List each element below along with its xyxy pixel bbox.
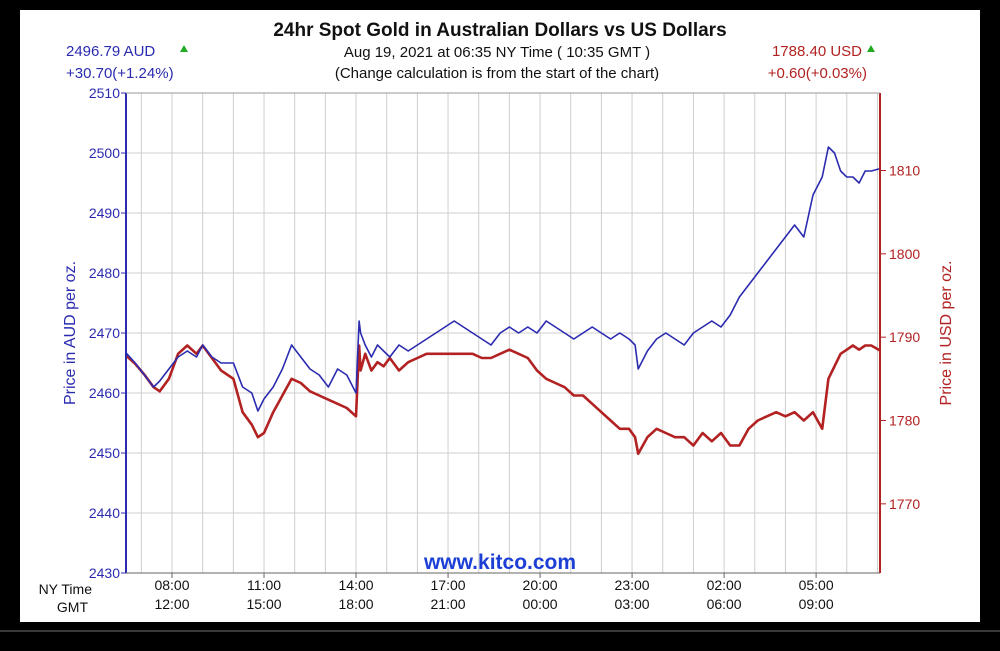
bottom-bar <box>0 622 1000 651</box>
x-tick-label-ny: 17:00 <box>431 577 466 593</box>
usd-series-line <box>125 344 881 456</box>
x-tick-label-gmt: 12:00 <box>154 596 189 612</box>
right-tick-label: 1770 <box>889 496 920 512</box>
bottom-divider <box>0 630 1000 632</box>
x-axis-ny-label: NY Time <box>39 581 93 597</box>
x-ticks: 08:00 12:00 11:00 15:00 14:00 18:00 17:00 21:00… <box>154 573 834 612</box>
x-tick-label-gmt: 03:00 <box>615 596 650 612</box>
x-tick-label-gmt: 18:00 <box>339 596 374 612</box>
y-axis-left-title: Price in AUD per oz. <box>62 261 79 405</box>
left-tick-label: 2440 <box>89 505 120 521</box>
aud-change: +30.70(+1.24%) <box>66 65 174 82</box>
right-tick-label: 1810 <box>889 163 920 179</box>
left-tick-label: 2450 <box>89 445 120 461</box>
watermark: www.kitco.com <box>423 551 576 574</box>
usd-up-arrow-icon <box>867 45 875 52</box>
left-tick-label: 2490 <box>89 205 120 221</box>
series-layer <box>125 146 881 456</box>
x-axis-gmt-label: GMT <box>57 599 89 615</box>
chart-subtitle-note: (Change calculation is from the start of… <box>335 65 659 82</box>
y-axis-right-title: Price in USD per oz. <box>938 261 955 406</box>
left-tick-label: 2430 <box>89 565 120 581</box>
x-tick-label-gmt: 06:00 <box>707 596 742 612</box>
x-tick-label-gmt: 15:00 <box>246 596 281 612</box>
right-tick-label: 1790 <box>889 329 920 345</box>
x-tick-label-ny: 02:00 <box>707 577 742 593</box>
x-tick-label-ny: 20:00 <box>523 577 558 593</box>
right-ticks: 1770 1780 1790 1800 1810 <box>880 163 920 512</box>
aud-up-arrow-icon <box>180 45 188 52</box>
x-tick-label-ny: 05:00 <box>799 577 834 593</box>
usd-price: 1788.40 USD <box>772 43 862 60</box>
aud-price: 2496.79 AUD <box>66 43 155 60</box>
left-tick-label: 2500 <box>89 145 120 161</box>
right-tick-label: 1800 <box>889 246 920 262</box>
grid <box>126 92 880 574</box>
x-tick-label-ny: 14:00 <box>339 577 374 593</box>
x-tick-label-gmt: 21:00 <box>431 596 466 612</box>
left-tick-label: 2460 <box>89 385 120 401</box>
x-tick-label-ny: 11:00 <box>247 577 281 593</box>
left-tick-label: 2510 <box>89 85 120 101</box>
right-tick-label: 1780 <box>889 413 920 429</box>
left-tick-label: 2480 <box>89 265 120 281</box>
usd-change: +0.60(+0.03%) <box>768 65 867 82</box>
chart-subtitle-date: Aug 19, 2021 at 06:35 NY Time ( 10:35 GM… <box>344 44 650 61</box>
aud-series-line <box>125 146 881 412</box>
x-tick-label-ny: 23:00 <box>615 577 650 593</box>
chart-title: 24hr Spot Gold in Australian Dollars vs … <box>273 20 726 41</box>
x-tick-label-gmt: 00:00 <box>523 596 558 612</box>
left-ticks: 2430 2440 2450 2460 2470 2480 2490 2500 2510 <box>89 85 126 581</box>
left-tick-label: 2470 <box>89 325 120 341</box>
x-tick-label-gmt: 09:00 <box>799 596 834 612</box>
x-tick-label-ny: 08:00 <box>154 577 189 593</box>
